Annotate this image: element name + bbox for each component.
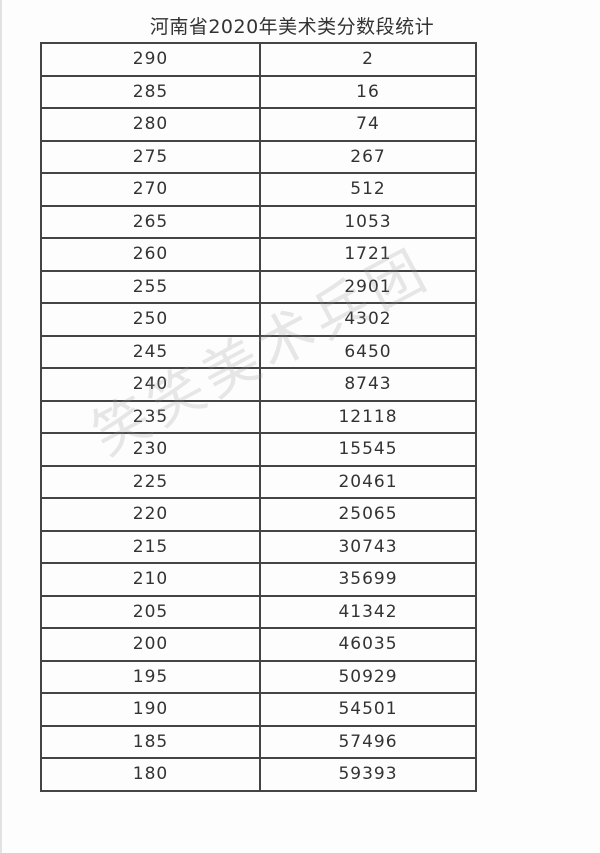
count-cell: 57496 (259, 724, 477, 759)
score-cell: 285 (40, 74, 261, 109)
count-cell: 74 (259, 107, 477, 142)
count-cell: 20461 (259, 464, 477, 499)
score-cell: 205 (40, 594, 261, 629)
table-row: 215 30743 (40, 529, 477, 564)
score-cell: 250 (40, 302, 261, 337)
count-cell: 16 (259, 74, 477, 109)
count-cell: 15545 (259, 432, 477, 467)
left-edge (0, 0, 2, 853)
score-cell: 275 (40, 139, 261, 174)
score-cell: 210 (40, 562, 261, 597)
score-cell: 215 (40, 529, 261, 564)
score-cell: 190 (40, 692, 261, 727)
score-cell: 245 (40, 334, 261, 369)
table-row: 200 46035 (40, 627, 477, 662)
table-row: 240 8743 (40, 367, 477, 402)
count-cell: 6450 (259, 334, 477, 369)
score-cell: 260 (40, 237, 261, 272)
table-row: 250 4302 (40, 302, 477, 337)
count-cell: 2901 (259, 269, 477, 304)
score-cell: 240 (40, 367, 261, 402)
score-cell: 185 (40, 724, 261, 759)
count-cell: 46035 (259, 627, 477, 662)
score-cell: 280 (40, 107, 261, 142)
table-row: 205 41342 (40, 594, 477, 629)
table-row: 220 25065 (40, 497, 477, 532)
count-cell: 59393 (259, 757, 477, 792)
count-cell: 50929 (259, 659, 477, 694)
score-cell: 195 (40, 659, 261, 694)
score-cell: 290 (40, 42, 261, 77)
table-row: 235 12118 (40, 399, 477, 434)
table-row: 260 1721 (40, 237, 477, 272)
count-cell: 41342 (259, 594, 477, 629)
count-cell: 4302 (259, 302, 477, 337)
table-row: 270 512 (40, 172, 477, 207)
table-row: 180 59393 (40, 757, 477, 792)
score-cell: 180 (40, 757, 261, 792)
table-row: 285 16 (40, 74, 477, 109)
table-row: 210 35699 (40, 562, 477, 597)
count-cell: 12118 (259, 399, 477, 434)
score-cell: 270 (40, 172, 261, 207)
table-row: 185 57496 (40, 724, 477, 759)
count-cell: 54501 (259, 692, 477, 727)
count-cell: 1053 (259, 204, 477, 239)
table-row: 230 15545 (40, 432, 477, 467)
table-row: 225 20461 (40, 464, 477, 499)
page-title: 河南省2020年美术类分数段统计 (149, 16, 435, 38)
score-table: 290 2 285 16 280 74 275 267 270 512 265 1053 260 1721… (40, 42, 477, 792)
score-cell: 200 (40, 627, 261, 662)
count-cell: 267 (259, 139, 477, 174)
table-row: 195 50929 (40, 659, 477, 694)
score-cell: 220 (40, 497, 261, 532)
count-cell: 512 (259, 172, 477, 207)
count-cell: 25065 (259, 497, 477, 532)
count-cell: 30743 (259, 529, 477, 564)
count-cell: 35699 (259, 562, 477, 597)
count-cell: 2 (259, 42, 477, 77)
score-cell: 225 (40, 464, 261, 499)
table-row: 245 6450 (40, 334, 477, 369)
score-cell: 265 (40, 204, 261, 239)
table-row: 290 2 (40, 42, 477, 77)
count-cell: 8743 (259, 367, 477, 402)
table-row: 275 267 (40, 139, 477, 174)
table-row: 280 74 (40, 107, 477, 142)
score-cell: 230 (40, 432, 261, 467)
table-row: 255 2901 (40, 269, 477, 304)
count-cell: 1721 (259, 237, 477, 272)
score-cell: 235 (40, 399, 261, 434)
score-cell: 255 (40, 269, 261, 304)
table-row: 265 1053 (40, 204, 477, 239)
table-row: 190 54501 (40, 692, 477, 727)
